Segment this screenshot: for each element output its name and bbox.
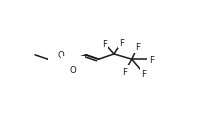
Text: O: O: [70, 65, 77, 74]
Text: F: F: [102, 40, 107, 48]
Text: F: F: [119, 39, 124, 48]
Text: F: F: [141, 69, 146, 78]
Text: F: F: [122, 67, 127, 76]
Text: F: F: [149, 55, 154, 64]
Text: F: F: [135, 43, 140, 52]
Text: O: O: [57, 51, 64, 60]
